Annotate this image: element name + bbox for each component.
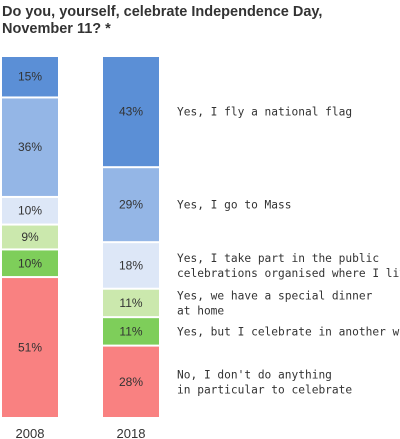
data-label-2018-6: 28% bbox=[119, 375, 143, 389]
bar-segment-2018-4 bbox=[103, 289, 159, 317]
legend: Yes, I fly a national flag Yes, I go to M… bbox=[177, 106, 400, 397]
bar-segment-2018-1 bbox=[103, 57, 159, 167]
data-label-2018-4: 11% bbox=[119, 296, 142, 310]
chart-title: Do you, yourself, celebrate Independence… bbox=[2, 4, 326, 37]
legend-item-2: Yes, I go to Mass bbox=[177, 199, 292, 212]
data-label-2018-2: 29% bbox=[119, 198, 143, 212]
bar-segment-2008-5 bbox=[2, 250, 58, 277]
category-label-2018: 2018 bbox=[117, 426, 146, 439]
legend-item-5: Yes, but I celebrate in another way bbox=[177, 325, 400, 338]
bar-segment-2018-5 bbox=[103, 318, 159, 345]
data-label-2018-3: 18% bbox=[119, 258, 143, 272]
data-label-2008-5: 10% bbox=[18, 256, 42, 270]
bar-segment-2008-2 bbox=[2, 98, 58, 196]
bar-segment-2008-4 bbox=[2, 225, 58, 249]
bars-group: 15% 36% 10% 9% 10% 51% 2008 43% 29% 18% 11% 11% 28% 2… bbox=[2, 57, 159, 439]
bar-segment-2018-6 bbox=[103, 346, 159, 417]
data-label-2008-6: 51% bbox=[18, 341, 42, 355]
data-label-2008-1: 15% bbox=[18, 70, 42, 84]
legend-item-1: Yes, I fly a national flag bbox=[177, 106, 352, 119]
legend-item-3: Yes, I take part in the public celebratio… bbox=[177, 252, 400, 280]
legend-item-6: No, I don't do anything in particular to … bbox=[177, 368, 352, 396]
chart-title-line-2: November 11? * bbox=[2, 21, 111, 37]
data-label-2008-3: 10% bbox=[18, 204, 42, 218]
bar-segment-2008-1 bbox=[2, 57, 58, 97]
bar-segment-2018-3 bbox=[103, 243, 159, 288]
bar-segment-2018-2 bbox=[103, 168, 159, 242]
data-label-2008-2: 36% bbox=[18, 140, 42, 154]
data-label-2018-1: 43% bbox=[119, 105, 143, 119]
category-label-2008: 2008 bbox=[16, 426, 45, 439]
data-label-2008-4: 9% bbox=[21, 230, 39, 244]
chart-title-line-1: Do you, yourself, celebrate Independence… bbox=[2, 4, 322, 20]
legend-item-4: Yes, we have a special dinner at home bbox=[177, 289, 373, 317]
bar-segment-2008-6 bbox=[2, 278, 58, 417]
data-label-2018-5: 11% bbox=[119, 324, 142, 338]
bar-segment-2008-3 bbox=[2, 197, 58, 224]
